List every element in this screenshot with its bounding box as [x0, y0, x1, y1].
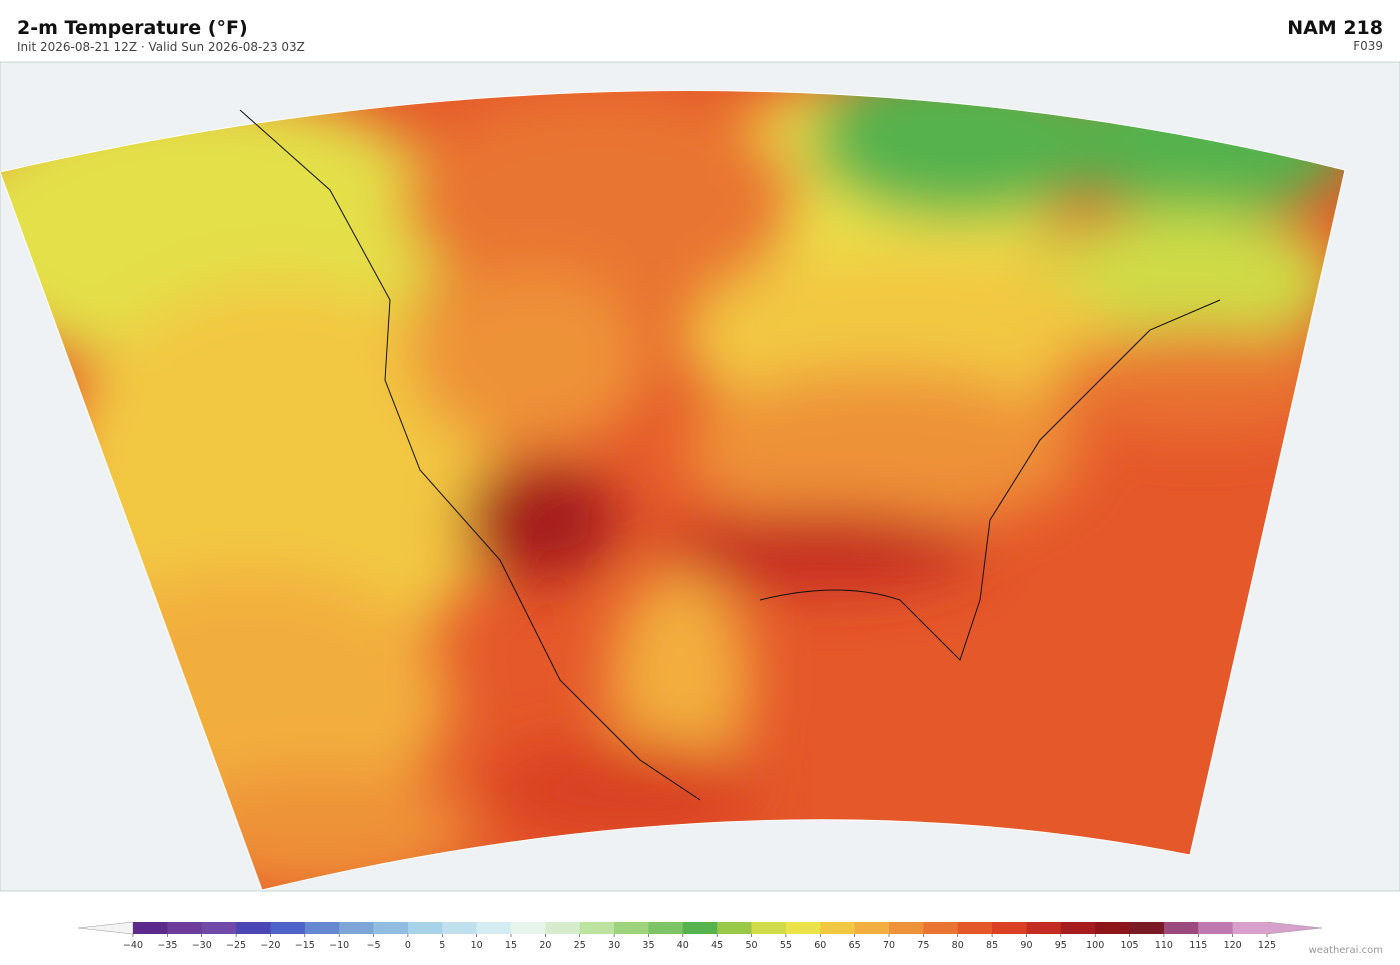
colorbar-segment: [1060, 922, 1096, 934]
colorbar-tick-label: 0: [405, 940, 411, 951]
colorbar-segment: [820, 922, 856, 934]
colorbar-segment: [923, 922, 959, 934]
colorbar-tick-label: −30: [192, 940, 212, 951]
colorbar-tick-label: 10: [471, 940, 483, 951]
colorbar-segment: [614, 922, 649, 934]
colorbar-tick-label: 115: [1189, 940, 1207, 951]
colorbar-segment: [476, 922, 512, 934]
colorbar-tick-label: 110: [1155, 940, 1173, 951]
colorbar-segment: [1198, 922, 1234, 934]
colorbar-tick-label: 35: [642, 940, 654, 951]
colorbar-tick-label: 80: [952, 940, 964, 951]
colorbar-tick-label: 25: [574, 940, 586, 951]
colorbar-segment: [957, 922, 993, 934]
colorbar-tick-label: 60: [814, 940, 826, 951]
colorbar-segment: [201, 922, 237, 934]
colorbar-tick-label: 30: [608, 940, 620, 951]
colorbar-under: [77, 921, 134, 935]
colorbar-tick-label: −25: [226, 940, 246, 951]
colorbar-tick-label: 5: [439, 940, 445, 951]
colorbar-segment: [1095, 922, 1131, 934]
colorbar-tick-label: 55: [780, 940, 792, 951]
colorbar-tick-label: 15: [505, 940, 517, 951]
coastline: [239, 109, 1221, 801]
colorbar-tick-label: −10: [329, 940, 349, 951]
colorbar-tick-label: −15: [295, 940, 315, 951]
colorbar-segment: [1232, 922, 1268, 934]
colorbar-segment: [1129, 922, 1165, 934]
title: 2-m Temperature (°F): [17, 17, 248, 39]
colorbar-tick-label: 100: [1086, 940, 1104, 951]
colorbar-tick-label: −5: [367, 940, 381, 951]
colorbar-segment: [854, 922, 890, 934]
colorbar-tick-label: 125: [1258, 940, 1276, 951]
colorbar-segment: [339, 922, 375, 934]
colorbar-segment: [648, 922, 684, 934]
colorbar-over: [1266, 921, 1323, 935]
colorbar-segment: [167, 922, 203, 934]
colorbar-tick-label: −40: [123, 940, 143, 951]
model-name: NAM 218: [1287, 17, 1383, 39]
colorbar-segment: [1163, 922, 1199, 934]
colorbar-segment: [717, 922, 753, 934]
colorbar-tick-label: 85: [986, 940, 998, 951]
colorbar-segment: [304, 922, 340, 934]
domain-outline: [0, 90, 1346, 891]
colorbar-tick-label: 95: [1055, 940, 1067, 951]
colorbar-tick-label: 45: [711, 940, 723, 951]
colorbar-segment: [270, 922, 306, 934]
colorbar-segment: [579, 922, 615, 934]
colorbar: −40 −35 −30 −25 −20 −15 −10 −5 0 5 10 15 20 25 30 35 40 4…: [77, 921, 1323, 951]
colorbar-tick-label: 20: [539, 940, 551, 951]
colorbar-segment: [785, 922, 821, 934]
colorbar-tick-label: 40: [677, 940, 689, 951]
colorbar-segment: [992, 922, 1027, 934]
colorbar-segment: [889, 922, 924, 934]
colorbar-segment: [133, 922, 168, 934]
colorbar-tick-label: 90: [1020, 940, 1032, 951]
colorbar-tick-label: 70: [883, 940, 895, 951]
colorbar-tick-label: 120: [1224, 940, 1242, 951]
credit: weatherai.com: [1309, 945, 1383, 956]
colorbar-segment: [682, 922, 718, 934]
colorbar-segment: [236, 922, 271, 934]
colorbar-tick-label: −35: [157, 940, 177, 951]
colorbar-segment: [442, 922, 478, 934]
colorbar-segment: [545, 922, 581, 934]
colorbar-tick-label: 105: [1120, 940, 1138, 951]
colorbar-tick-label: 65: [849, 940, 861, 951]
colorbar-tick-label: −20: [260, 940, 280, 951]
colorbar-tick-label: 75: [917, 940, 929, 951]
map: [0, 61, 1400, 892]
colorbar-tick-label: 50: [745, 940, 757, 951]
colorbar-segment: [751, 922, 787, 934]
colorbar-segment: [1026, 922, 1062, 934]
colorbar-segment: [511, 922, 546, 934]
colorbar-segment: [373, 922, 409, 934]
subtitle: Init 2026-08-21 12Z · Valid Sun 2026-08-…: [17, 40, 305, 54]
forecast-hour: F039: [1353, 39, 1383, 53]
colorbar-segment: [407, 922, 443, 934]
